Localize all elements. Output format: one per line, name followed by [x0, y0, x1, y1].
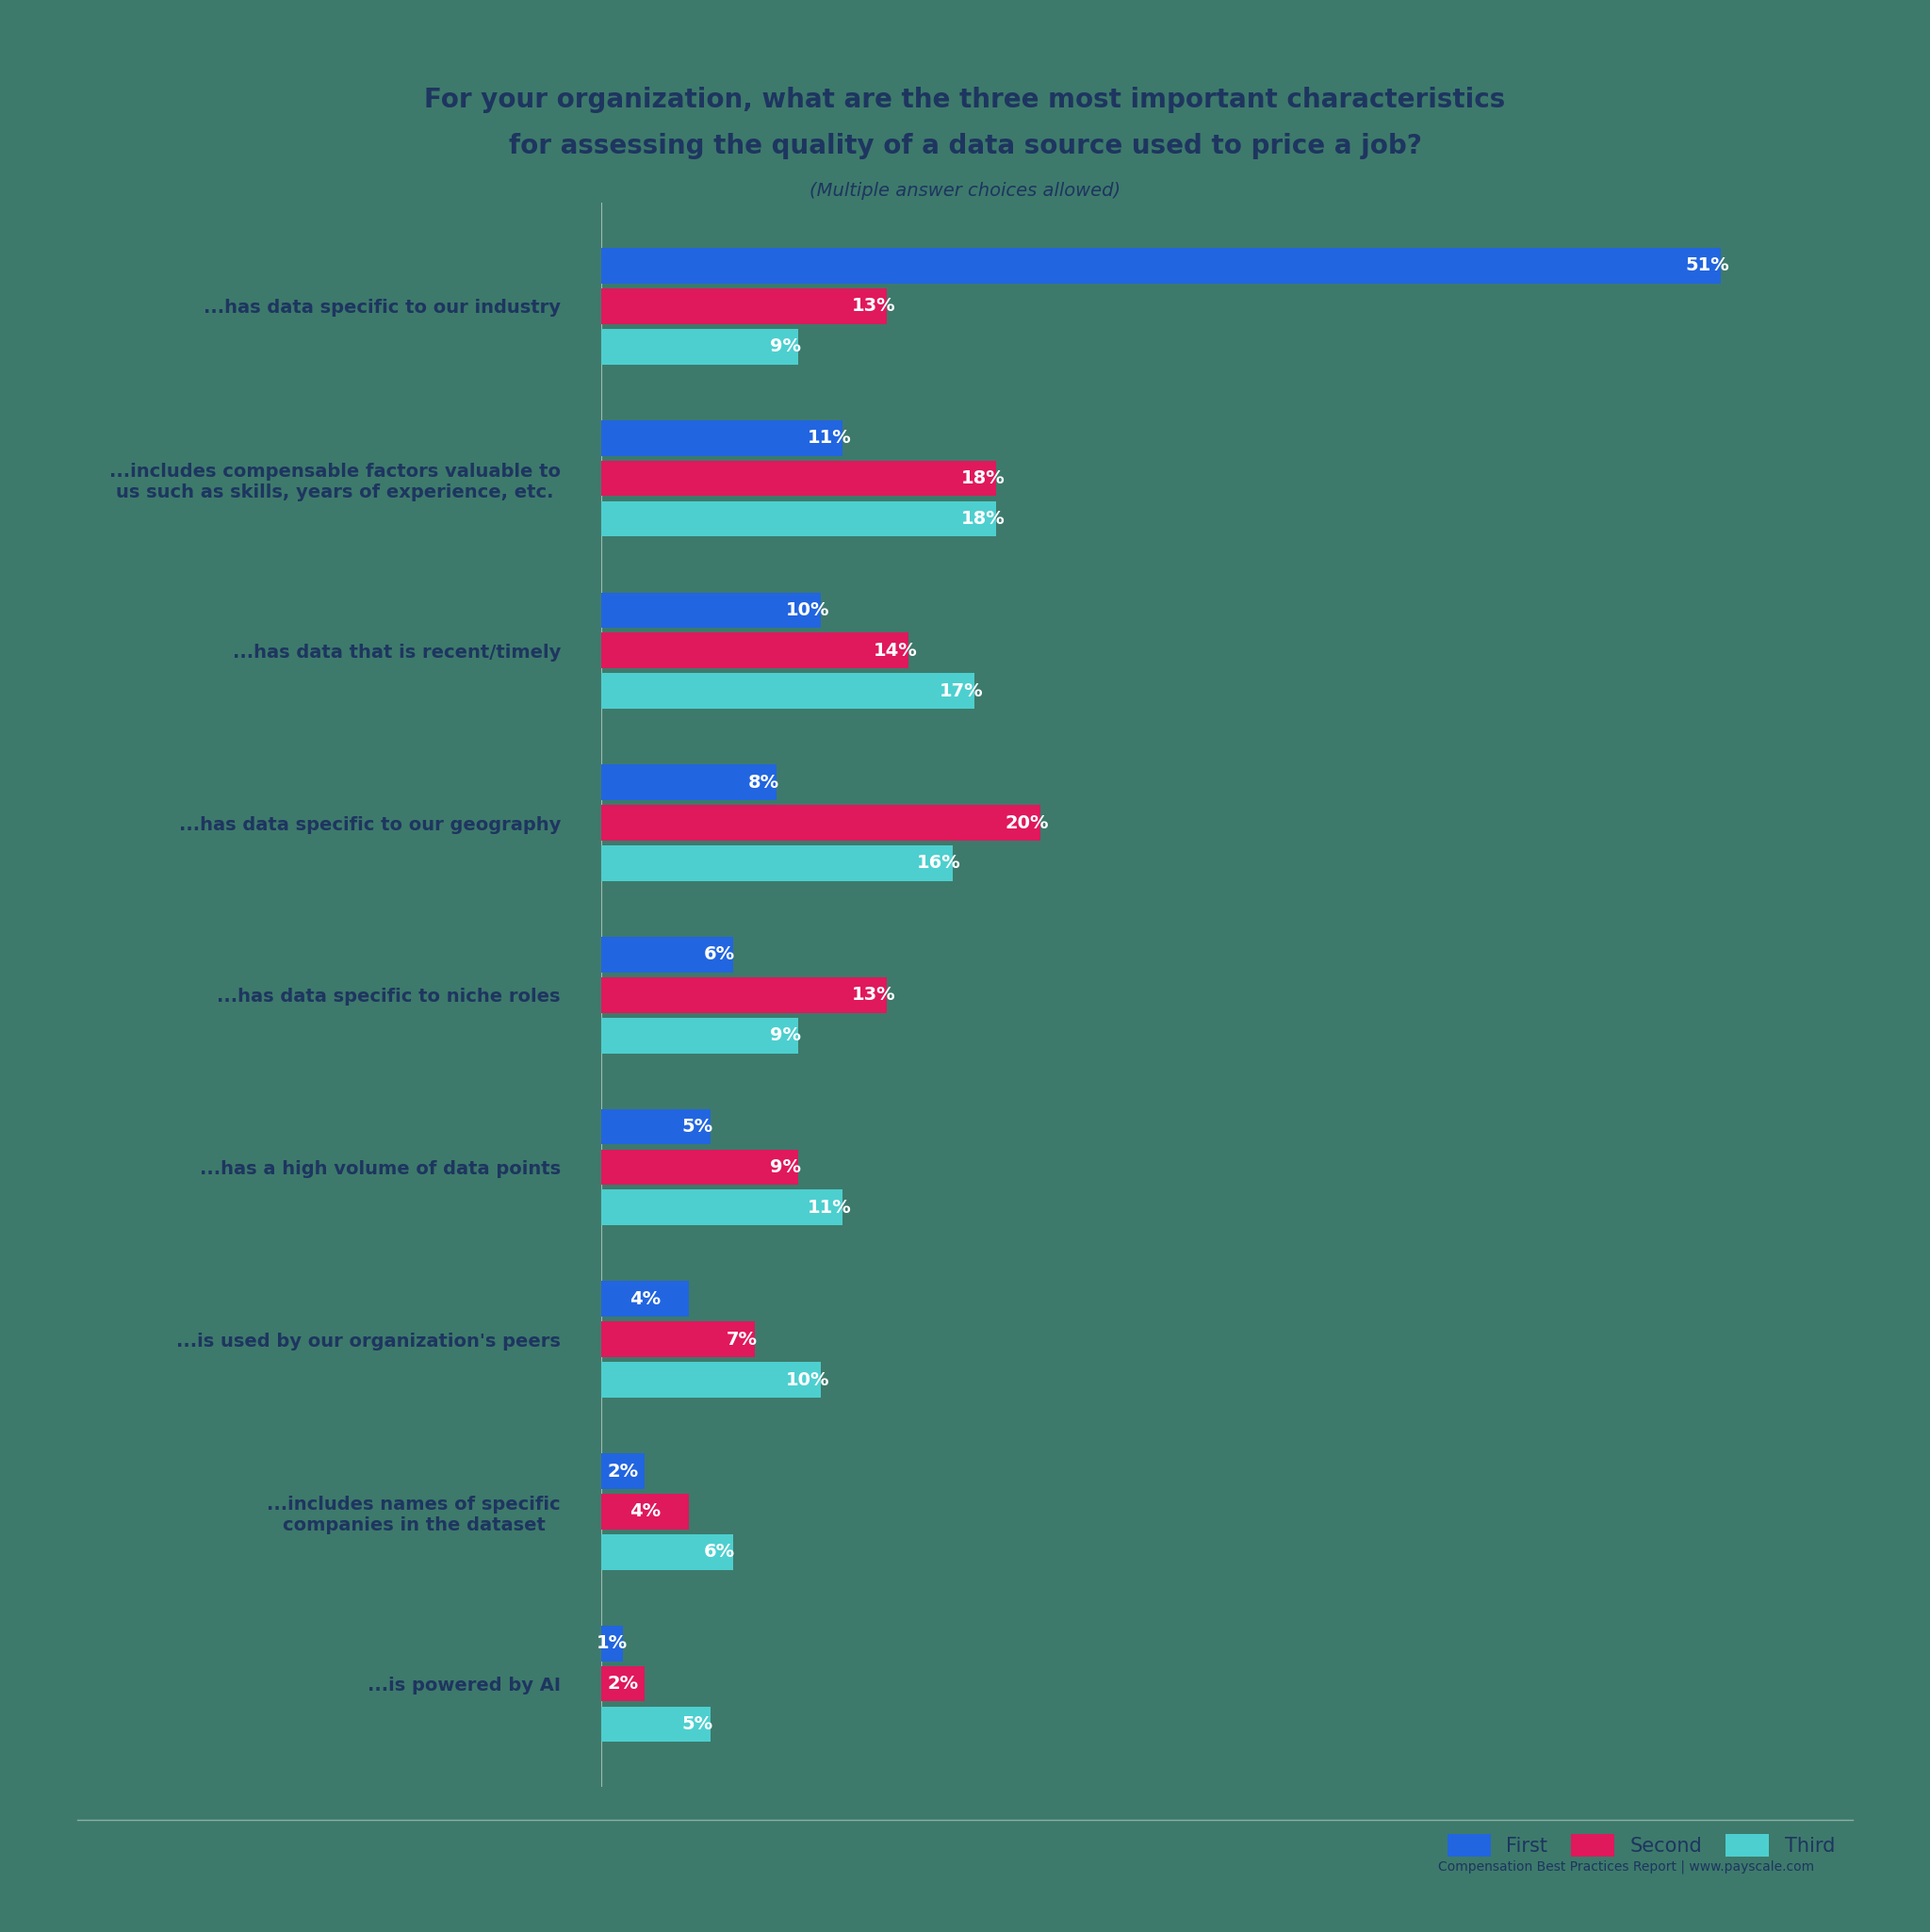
Bar [600, 419, 843, 456]
Bar [600, 1493, 689, 1530]
Text: 20%: 20% [1006, 813, 1048, 833]
Text: for assessing the quality of a data source used to price a job?: for assessing the quality of a data sour… [508, 133, 1422, 160]
Bar [600, 1109, 710, 1144]
Text: 11%: 11% [807, 429, 851, 446]
Bar [600, 1018, 799, 1053]
Bar [600, 1150, 799, 1184]
Bar [600, 500, 996, 537]
Text: 18%: 18% [961, 510, 1006, 527]
Bar [600, 765, 776, 800]
Bar [600, 460, 996, 497]
Bar [600, 846, 951, 881]
Text: 2%: 2% [608, 1675, 639, 1692]
Text: 16%: 16% [917, 854, 961, 871]
Text: 4%: 4% [629, 1291, 660, 1308]
Text: Compensation Best Practices Report | www.payscale.com: Compensation Best Practices Report | www… [1438, 1861, 1814, 1874]
Bar [600, 1534, 733, 1571]
Bar [600, 288, 886, 325]
Text: (Multiple answer choices allowed): (Multiple answer choices allowed) [809, 182, 1121, 199]
Bar [600, 1281, 689, 1318]
Bar [600, 978, 886, 1012]
Text: 51%: 51% [1685, 257, 1729, 274]
Text: 4%: 4% [629, 1503, 660, 1520]
Text: 17%: 17% [940, 682, 982, 699]
Bar [600, 1321, 755, 1356]
Bar [600, 1625, 623, 1662]
Bar [600, 672, 975, 709]
Text: 8%: 8% [747, 773, 780, 792]
Text: 10%: 10% [786, 1372, 830, 1389]
Bar [600, 634, 909, 668]
Text: 7%: 7% [726, 1331, 757, 1349]
Text: 5%: 5% [681, 1716, 714, 1733]
Text: 6%: 6% [704, 945, 735, 964]
Bar [600, 1706, 710, 1743]
Text: 11%: 11% [807, 1198, 851, 1217]
Bar [600, 1190, 843, 1225]
Bar [600, 937, 733, 972]
Text: 18%: 18% [961, 469, 1006, 487]
Text: 2%: 2% [608, 1463, 639, 1480]
Text: 13%: 13% [851, 298, 896, 315]
Text: 14%: 14% [872, 641, 917, 659]
Text: 13%: 13% [851, 985, 896, 1005]
Text: 9%: 9% [770, 1026, 801, 1045]
Legend: First, Second, Third: First, Second, Third [1440, 1826, 1843, 1864]
Bar [600, 1453, 645, 1490]
Text: 1%: 1% [596, 1634, 627, 1652]
Bar [600, 247, 1722, 284]
Bar [600, 1362, 820, 1397]
Text: For your organization, what are the three most important characteristics: For your organization, what are the thre… [425, 87, 1505, 114]
Bar [600, 1665, 645, 1702]
Text: 5%: 5% [681, 1119, 714, 1136]
Text: 6%: 6% [704, 1544, 735, 1561]
Text: 9%: 9% [770, 1157, 801, 1177]
Bar [600, 328, 799, 365]
Bar [600, 806, 1040, 840]
Text: 9%: 9% [770, 338, 801, 355]
Text: 10%: 10% [786, 601, 830, 618]
Bar [600, 593, 820, 628]
